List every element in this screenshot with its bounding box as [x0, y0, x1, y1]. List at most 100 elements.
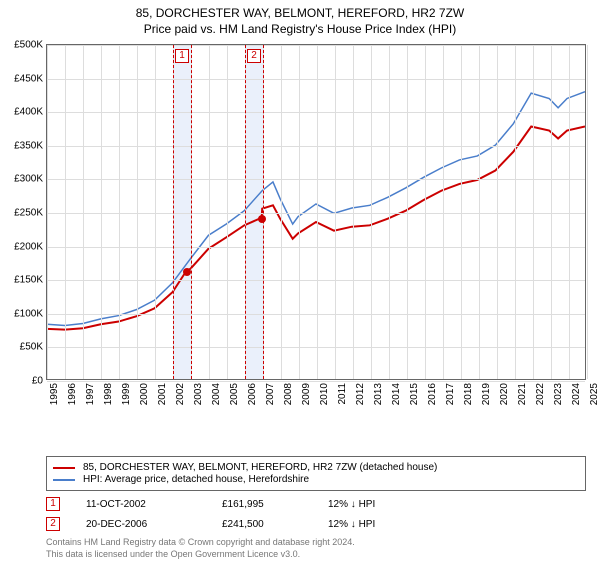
x-axis-label: 2013 [371, 379, 384, 405]
gridline-v [47, 45, 48, 379]
gridline-h [47, 179, 585, 180]
sales-list: 111-OCT-2002£161,99512% ↓ HPI220-DEC-200… [6, 497, 594, 531]
gridline-v [299, 45, 300, 379]
x-axis-label: 2015 [407, 379, 420, 405]
gridline-h [47, 112, 585, 113]
x-axis-label: 2008 [281, 379, 294, 405]
y-axis-label: £300K [14, 174, 47, 185]
sale-relative-hpi: 12% ↓ HPI [328, 499, 418, 510]
x-axis-label: 2024 [569, 379, 582, 405]
x-axis-label: 2004 [209, 379, 222, 405]
x-axis-label: 1999 [119, 379, 132, 405]
legend-label: HPI: Average price, detached house, Here… [83, 474, 309, 485]
sale-row-marker: 2 [46, 517, 60, 531]
legend-swatch [53, 479, 75, 481]
x-axis-label: 2001 [155, 379, 168, 405]
sale-price: £241,500 [222, 519, 302, 530]
chart-subtitle: Price paid vs. HM Land Registry's House … [6, 22, 594, 36]
gridline-v [533, 45, 534, 379]
sale-band-border [191, 45, 192, 379]
x-axis-label: 2025 [587, 379, 600, 405]
x-axis-label: 2018 [461, 379, 474, 405]
gridline-h [47, 79, 585, 80]
sale-band-border [173, 45, 174, 379]
gridline-v [209, 45, 210, 379]
sale-row: 2 20-DEC-2006 £241,500 12% ↓ HPI [46, 517, 594, 531]
gridline-v [335, 45, 336, 379]
sale-marker-box: 1 [175, 49, 189, 63]
gridline-v [317, 45, 318, 379]
chart-container: 85, DORCHESTER WAY, BELMONT, HEREFORD, H… [0, 0, 600, 564]
x-axis-label: 2012 [353, 379, 366, 405]
gridline-v [119, 45, 120, 379]
x-axis-label: 1998 [101, 379, 114, 405]
footnote-line: This data is licensed under the Open Gov… [46, 549, 586, 561]
x-axis-label: 2017 [443, 379, 456, 405]
sale-band-border [245, 45, 246, 379]
gridline-v [587, 45, 588, 379]
gridline-v [425, 45, 426, 379]
legend-label: 85, DORCHESTER WAY, BELMONT, HEREFORD, H… [83, 462, 437, 473]
y-axis-label: £100K [14, 308, 47, 319]
x-axis-label: 2006 [245, 379, 258, 405]
x-axis-label: 2005 [227, 379, 240, 405]
x-axis-label: 2019 [479, 379, 492, 405]
gridline-v [515, 45, 516, 379]
x-axis-label: 2016 [425, 379, 438, 405]
gridline-v [407, 45, 408, 379]
gridline-v [65, 45, 66, 379]
sale-marker-box: 2 [247, 49, 261, 63]
gridline-h [47, 280, 585, 281]
sale-band-border [263, 45, 264, 379]
gridline-h [47, 314, 585, 315]
gridline-h [47, 45, 585, 46]
x-axis-label: 2000 [137, 379, 150, 405]
chart-title: 85, DORCHESTER WAY, BELMONT, HEREFORD, H… [6, 6, 594, 20]
x-axis-label: 1997 [83, 379, 96, 405]
x-axis-label: 2021 [515, 379, 528, 405]
y-axis-label: £400K [14, 107, 47, 118]
gridline-v [569, 45, 570, 379]
sale-price: £161,995 [222, 499, 302, 510]
series-property [47, 127, 585, 330]
y-axis-label: £50K [20, 342, 47, 353]
x-axis-label: 2003 [191, 379, 204, 405]
series-hpi [47, 92, 585, 326]
x-axis-label: 2011 [335, 379, 348, 405]
sale-date: 20-DEC-2006 [86, 519, 196, 530]
gridline-h [47, 213, 585, 214]
plot-area: £0£50K£100K£150K£200K£250K£300K£350K£400… [46, 44, 586, 380]
sale-relative-hpi: 12% ↓ HPI [328, 519, 418, 530]
x-axis-label: 2010 [317, 379, 330, 405]
x-axis-label: 1995 [47, 379, 60, 405]
line-layer [47, 45, 585, 379]
gridline-v [101, 45, 102, 379]
legend: 85, DORCHESTER WAY, BELMONT, HEREFORD, H… [46, 456, 586, 491]
y-axis-label: £350K [14, 140, 47, 151]
y-axis-label: £500K [14, 40, 47, 51]
gridline-v [551, 45, 552, 379]
x-axis-label: 2002 [173, 379, 186, 405]
gridline-v [137, 45, 138, 379]
sale-point [183, 268, 191, 276]
gridline-v [389, 45, 390, 379]
x-axis-label: 2014 [389, 379, 402, 405]
x-axis-label: 2022 [533, 379, 546, 405]
sale-date: 11-OCT-2002 [86, 499, 196, 510]
gridline-v [461, 45, 462, 379]
gridline-v [227, 45, 228, 379]
x-axis-label: 1996 [65, 379, 78, 405]
x-axis-label: 2009 [299, 379, 312, 405]
y-axis-label: £450K [14, 73, 47, 84]
gridline-v [353, 45, 354, 379]
gridline-v [497, 45, 498, 379]
gridline-v [83, 45, 84, 379]
chart-area: £0£50K£100K£150K£200K£250K£300K£350K£400… [6, 40, 594, 420]
gridline-h [47, 347, 585, 348]
x-axis-label: 2023 [551, 379, 564, 405]
x-axis-label: 2020 [497, 379, 510, 405]
gridline-v [443, 45, 444, 379]
gridline-v [281, 45, 282, 379]
gridline-v [479, 45, 480, 379]
gridline-h [47, 146, 585, 147]
